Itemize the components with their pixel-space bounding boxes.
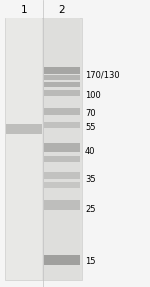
Bar [44,182,80,188]
Bar [44,108,80,115]
Text: 35: 35 [85,175,96,185]
Text: 25: 25 [85,205,96,214]
Bar [44,143,80,152]
Bar [6,124,42,134]
Text: 100: 100 [85,90,101,100]
Bar [44,122,80,128]
Bar [44,18,80,280]
Text: 1: 1 [21,5,27,15]
Bar [44,200,80,210]
Text: 15: 15 [85,257,96,267]
Text: 55: 55 [85,123,96,133]
Bar [44,156,80,162]
Bar [44,75,80,80]
Text: 2: 2 [59,5,65,15]
Bar [44,172,80,179]
Bar [6,18,42,280]
Bar [44,255,80,265]
Bar [5,18,82,280]
Bar [44,82,80,87]
Text: 70: 70 [85,108,96,117]
Bar [44,90,80,96]
Text: 40: 40 [85,148,96,156]
Text: 170/130: 170/130 [85,71,120,79]
Bar [44,67,80,74]
